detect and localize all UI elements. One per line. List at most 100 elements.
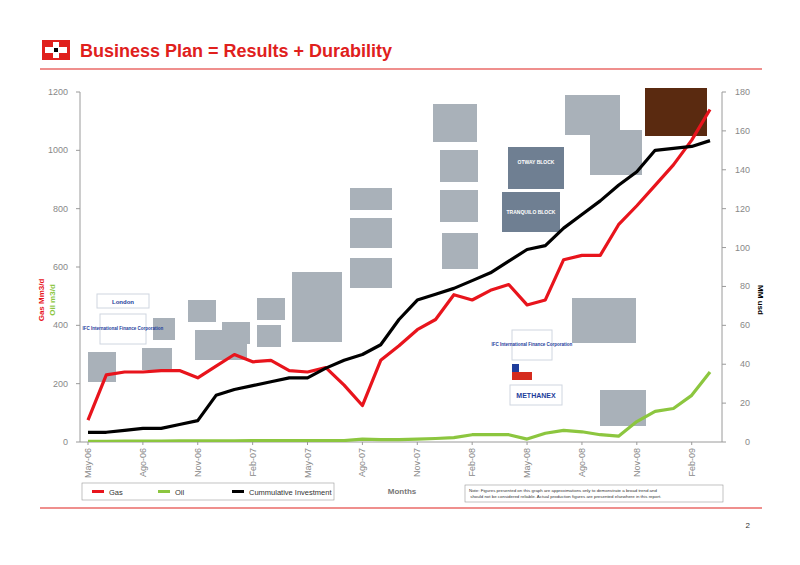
x-tick-label: Feb-08 xyxy=(467,448,477,477)
header-rule xyxy=(40,68,762,69)
legend-swatch xyxy=(232,490,244,493)
photo xyxy=(508,147,564,189)
x-tick-label: Feb-09 xyxy=(687,448,697,477)
logo xyxy=(42,40,70,60)
photo xyxy=(257,325,281,347)
photo xyxy=(502,192,560,232)
x-tick xyxy=(197,442,198,445)
photo xyxy=(512,364,532,380)
photo xyxy=(292,272,342,342)
y2-tick xyxy=(722,364,726,365)
y2-tick-label: 120 xyxy=(735,204,750,214)
y2-tick-label: 0 xyxy=(745,437,750,447)
y2-tick xyxy=(722,286,726,287)
y2-tick-label: 160 xyxy=(735,126,750,136)
logo-box xyxy=(42,40,70,60)
y2-axis-title: MM usd xyxy=(756,285,765,315)
series-line xyxy=(88,110,710,421)
footer-rule xyxy=(40,507,762,508)
y2-tick xyxy=(722,247,726,248)
annotation: TRANQUILO BLOCK xyxy=(507,209,556,215)
photo xyxy=(88,352,116,382)
x-tick-label: May-07 xyxy=(303,448,313,478)
note-line: Note: Figures presented on this graph ar… xyxy=(469,488,657,493)
x-tick-label: Nov-07 xyxy=(412,448,422,477)
x-axis-title: Months xyxy=(388,487,417,496)
photos xyxy=(88,88,707,426)
y2-tick xyxy=(722,130,726,131)
y2-tick-label: 180 xyxy=(735,87,750,97)
photo xyxy=(510,385,562,405)
y-tick xyxy=(76,442,80,443)
x-tick xyxy=(307,442,308,445)
logo-center xyxy=(54,48,58,52)
y-tick-label: 800 xyxy=(53,204,68,214)
x-tick-label: Ago-06 xyxy=(138,448,148,477)
flag-part xyxy=(519,364,532,372)
note-text: Note: Figures presented on this graph ar… xyxy=(469,488,661,499)
annotation: London xyxy=(112,299,134,305)
y-axis-title: Oil m3/d xyxy=(48,284,57,316)
legend-label: Oil xyxy=(175,488,185,497)
x-tick xyxy=(252,442,253,445)
logo-cross xyxy=(45,47,67,53)
x-tick xyxy=(527,442,528,445)
flag-part xyxy=(512,364,519,372)
annotation: OTWAY BLOCK xyxy=(518,159,555,165)
x-tick xyxy=(472,442,473,445)
y2-tick-label: 100 xyxy=(735,243,750,253)
photo xyxy=(590,130,642,175)
title: Business Plan = Results + Durability xyxy=(80,41,392,61)
y2-tick-label: 40 xyxy=(740,359,750,369)
y-tick xyxy=(76,150,80,151)
slide: Business Plan = Results + Durability 0 200… xyxy=(0,0,800,565)
x-tick-label: Feb-07 xyxy=(248,448,258,477)
photo xyxy=(440,150,478,182)
photo xyxy=(565,95,620,135)
annotation: METHANEX xyxy=(516,392,556,399)
annotation: IFC International Finance Corporation xyxy=(83,326,164,331)
legend-swatch xyxy=(92,490,104,493)
y2-axis xyxy=(722,92,723,442)
y-tick xyxy=(76,267,80,268)
note-box xyxy=(465,485,723,502)
photo xyxy=(440,190,478,222)
y2-tick xyxy=(722,169,726,170)
y2-tick-label: 80 xyxy=(740,281,750,291)
plot-area xyxy=(88,110,710,442)
legend: Gas Oil Cummulative Investment xyxy=(82,483,334,500)
legend-label: Cummulative Investment xyxy=(249,488,332,497)
x-tick-label: May-06 xyxy=(83,448,93,478)
y2-tick xyxy=(722,208,726,209)
y2-tick xyxy=(722,92,726,93)
y2-tick-label: 140 xyxy=(735,165,750,175)
photo xyxy=(433,104,477,142)
page-number: 2 xyxy=(746,521,751,530)
x-tick-label: May-08 xyxy=(522,448,532,478)
x-tick xyxy=(581,442,582,445)
y-tick-label: 400 xyxy=(53,320,68,330)
x-tick xyxy=(691,442,692,445)
x-tick-label: Ago-08 xyxy=(577,448,587,477)
annotation: IFC International Finance Corporation xyxy=(492,342,573,347)
y-tick-label: 200 xyxy=(53,379,68,389)
y-axis-title: Gas Mm3/d xyxy=(37,279,46,322)
x-tick-label: Ago-07 xyxy=(357,448,367,477)
photo xyxy=(350,258,392,288)
x-tick-label: Nov-06 xyxy=(193,448,203,477)
y2-tick-label: 20 xyxy=(740,398,750,408)
x-tick xyxy=(88,442,89,445)
photo xyxy=(97,294,149,308)
photo xyxy=(188,300,216,322)
legend-label: Gas xyxy=(109,488,123,497)
photo xyxy=(350,188,392,210)
y-tick xyxy=(76,383,80,384)
y-tick xyxy=(76,325,80,326)
photo xyxy=(222,322,250,344)
photo xyxy=(350,218,392,248)
series-line xyxy=(88,141,710,433)
y-tick xyxy=(76,92,80,93)
y-tick-label: 1200 xyxy=(48,87,68,97)
photo xyxy=(257,298,285,320)
legend-swatch xyxy=(158,490,170,493)
